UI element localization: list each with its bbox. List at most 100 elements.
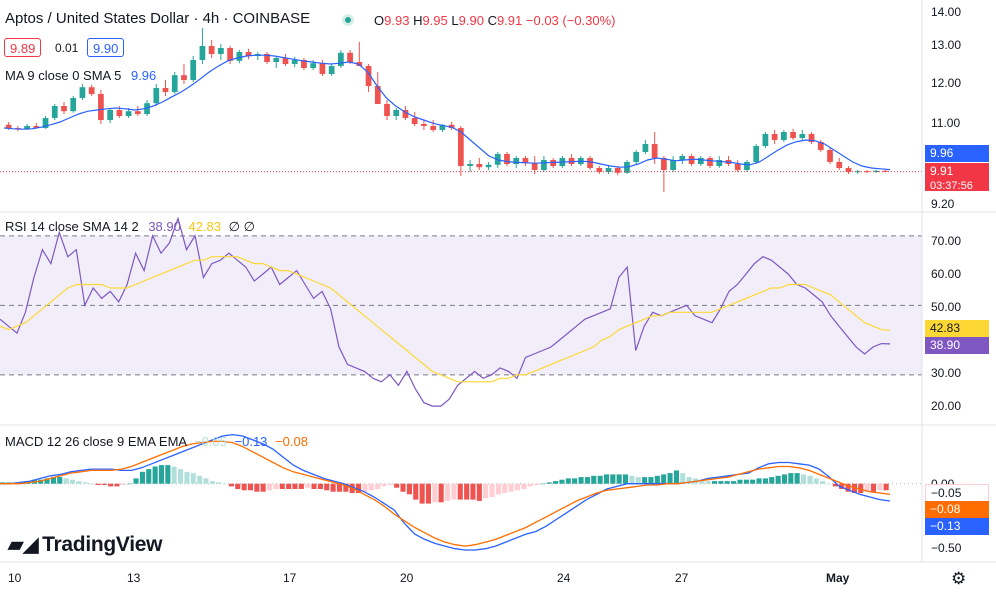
candle-body [411, 118, 418, 124]
macd-histogram-bar [673, 470, 679, 484]
time-tick: 27 [675, 571, 689, 585]
ohlc-readout: O9.93 H9.95 L9.90 C9.91 −0.03 (−0.30%) [374, 13, 616, 29]
candle-body [679, 156, 686, 160]
rsi-tag: 38.90 [925, 337, 989, 354]
macd-histogram-bar [603, 474, 609, 484]
macd-histogram-bar [508, 483, 514, 492]
macd-histogram-bar [572, 478, 578, 484]
time-tick: 10 [8, 571, 22, 585]
rsi-pane[interactable] [0, 216, 922, 407]
macd-histogram-bar [839, 483, 845, 489]
macd-histogram-bar [63, 478, 69, 484]
candle-body [282, 58, 289, 64]
macd-histogram-bar [578, 477, 584, 484]
sell-price-button[interactable]: 9.89 [4, 38, 42, 57]
candle-body [328, 66, 335, 74]
macd-histogram-bar [178, 469, 184, 484]
candle-body [836, 162, 843, 168]
price-tick: 13.00 [931, 38, 962, 52]
candle-body [734, 164, 741, 170]
tv-logo-icon: ▰◢ [8, 534, 39, 556]
candle-body [218, 48, 224, 54]
macd-histogram-bar [139, 471, 145, 484]
ma-legend[interactable]: MA 9 close 0 SMA 5 9.96 [5, 68, 156, 84]
macd-histogram-bar [820, 481, 826, 484]
ma-label: MA 9 close 0 SMA 5 [5, 68, 122, 83]
macd-histogram-bar [406, 483, 412, 495]
candle-body [273, 58, 280, 62]
macd-histogram-bar [623, 474, 629, 484]
ma-value: 9.96 [130, 68, 157, 83]
macd-histogram-bar [724, 481, 730, 484]
candle-body [430, 126, 437, 130]
candle-body [485, 164, 492, 168]
macd-histogram-bar [762, 478, 768, 484]
macd-pane[interactable] [0, 433, 922, 551]
macd-histogram-bar [870, 483, 876, 492]
macd-histogram-bar [661, 474, 667, 484]
tradingview-logo[interactable]: ▰◢ TradingView [8, 532, 162, 557]
macd-histogram-bar [705, 481, 711, 484]
candle-body [854, 171, 861, 173]
macd-histogram-bar [851, 483, 857, 493]
macd-histogram-bar [813, 478, 819, 484]
macd-histogram-bar [44, 478, 50, 484]
macd-histogram-bar [165, 465, 171, 484]
macd-histogram-bar [158, 465, 164, 484]
buy-price-button[interactable]: 9.90 [87, 38, 125, 57]
macd-legend[interactable]: MACD 12 26 close 9 EMA EMA −0.05 −0.13 −… [5, 434, 308, 450]
macd-tag: −0.13 [925, 518, 989, 535]
candle-body [642, 144, 649, 152]
candle-body [393, 110, 400, 116]
macd-histogram-bar [801, 474, 807, 484]
candle-body [291, 60, 298, 64]
price-pane[interactable] [0, 28, 922, 192]
candle-body [439, 124, 446, 130]
macd-histogram-bar [883, 483, 889, 491]
macd-histogram-bar [387, 483, 393, 485]
time-tick: 24 [557, 571, 571, 585]
rsi-label: RSI 14 close SMA 14 2 [5, 219, 139, 234]
symbol-title[interactable]: Aptos / United States Dollar · 4h · COIN… [5, 10, 311, 27]
open-label: O [374, 13, 385, 28]
settings-gear-icon[interactable]: ⚙ [951, 569, 967, 588]
price-tick: 12.00 [931, 76, 962, 90]
rsi-tick: 50.00 [931, 300, 962, 314]
macd-histogram-bar [324, 483, 330, 491]
macd-histogram-bar [476, 483, 482, 501]
macd-histogram-bar [101, 483, 107, 485]
macd-histogram-bar [228, 483, 234, 487]
macd-histogram-bar [667, 473, 673, 484]
macd-histogram-bar [546, 482, 552, 484]
macd-value: −0.13 [234, 434, 268, 449]
macd-histogram-bar [616, 474, 622, 484]
macd-histogram-bar [642, 477, 648, 484]
macd-histogram-bar [559, 479, 565, 484]
candle-body [845, 168, 852, 172]
macd-histogram-bar [445, 483, 451, 501]
macd-histogram-bar [635, 477, 641, 484]
macd-histogram-bar [686, 477, 692, 484]
candle-body [144, 103, 150, 114]
rsi-sma-value: 42.83 [188, 219, 222, 234]
candle-body [134, 111, 141, 114]
low-value: 9.90 [458, 13, 484, 28]
macd-histogram-bar [877, 483, 883, 491]
candle-body [771, 134, 778, 140]
macd-histogram-bar [769, 477, 775, 484]
macd-histogram-bar [419, 483, 425, 504]
candle-body [264, 54, 270, 62]
macd-signal-value: −0.08 [275, 434, 308, 449]
macd-histogram-bar [597, 475, 603, 484]
candle-body [88, 87, 95, 94]
last-price-value: 9.91 [930, 164, 954, 178]
rsi-legend[interactable]: RSI 14 close SMA 14 2 38.90 42.83 ∅ ∅ [5, 219, 255, 235]
macd-histogram-bar [591, 475, 597, 484]
macd-histogram-bar [584, 477, 590, 484]
rsi-sma-tag: 42.83 [925, 320, 989, 337]
macd-histogram-bar [267, 483, 273, 491]
macd-histogram-bar [120, 483, 126, 485]
macd-histogram-bar [114, 483, 120, 487]
candle-body [374, 86, 381, 104]
